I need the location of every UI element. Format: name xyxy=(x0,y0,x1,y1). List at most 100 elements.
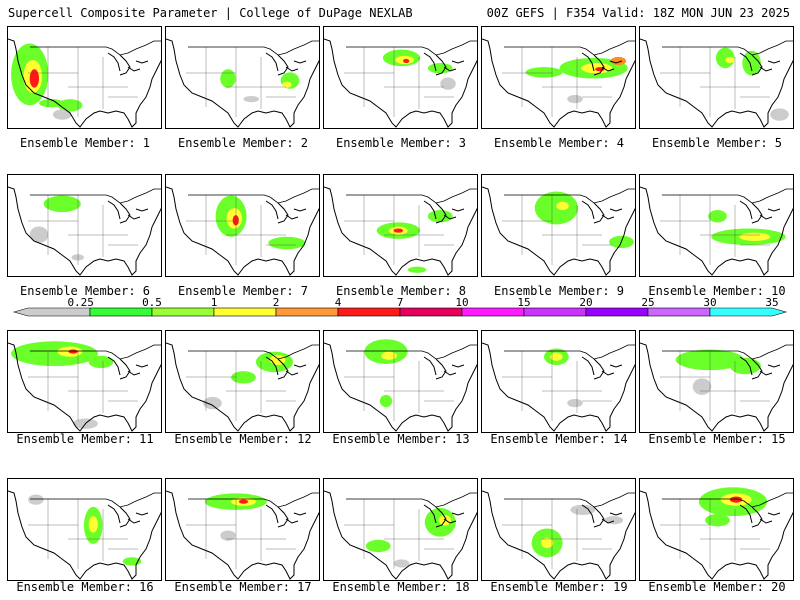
map-svg xyxy=(482,490,635,580)
map-outline xyxy=(166,342,319,432)
ensemble-member-map xyxy=(7,330,162,433)
scp-contour-area xyxy=(268,236,306,250)
scp-contour-area xyxy=(556,201,569,211)
map-outline xyxy=(502,195,612,265)
map-outline xyxy=(324,186,477,276)
scp-contour-area xyxy=(364,339,408,364)
map-outline xyxy=(346,188,477,204)
run-info: 00Z GEFS | F354 Valid: 18Z MON JUN 23 20… xyxy=(486,6,790,20)
map-outline xyxy=(504,492,635,508)
map-svg xyxy=(324,339,477,432)
map-svg xyxy=(640,342,793,432)
map-svg xyxy=(8,186,161,276)
scp-contour-area xyxy=(365,539,391,553)
ensemble-member-caption: Ensemble Member: 18 xyxy=(332,580,470,594)
ensemble-member-caption: Ensemble Member: 7 xyxy=(177,284,309,298)
map-outline xyxy=(581,504,623,528)
map-outline xyxy=(324,490,477,580)
map-outline xyxy=(502,351,612,421)
scp-contour-area xyxy=(88,355,114,369)
scp-contour-area xyxy=(705,514,730,527)
map-outline xyxy=(423,52,465,76)
ensemble-member-caption: Ensemble Member: 4 xyxy=(493,136,625,150)
ensemble-member-caption: Ensemble Member: 10 xyxy=(648,284,786,298)
ensemble-member-caption: Ensemble Member: 6 xyxy=(19,284,151,298)
scp-contour-area xyxy=(567,94,583,104)
map-outline xyxy=(504,40,635,56)
map-svg xyxy=(640,487,793,580)
map-outline xyxy=(662,188,793,204)
map-outline xyxy=(186,195,296,265)
map-outline xyxy=(640,38,793,128)
ensemble-member-caption: Ensemble Member: 14 xyxy=(490,432,628,446)
scp-contour-area xyxy=(381,351,397,360)
scp-contour-area xyxy=(725,56,735,64)
map-outline xyxy=(662,344,793,360)
scp-contour-area xyxy=(220,69,236,88)
colorbar-swatch xyxy=(523,307,587,317)
scp-contour-area xyxy=(742,50,761,76)
map-outline xyxy=(482,490,635,580)
map-outline xyxy=(107,200,149,224)
scp-contour-area xyxy=(534,191,579,225)
scp-contour-area xyxy=(238,499,249,504)
colorbar-tick-label: 10 xyxy=(455,296,468,309)
scp-contour-area xyxy=(567,398,583,408)
scp-contour-area xyxy=(29,226,49,243)
map-outline xyxy=(188,344,319,360)
map-svg xyxy=(324,490,477,580)
map-outline xyxy=(107,356,149,380)
ensemble-member-caption: Ensemble Member: 1 xyxy=(19,136,151,150)
scp-contour-area xyxy=(393,228,404,233)
map-outline xyxy=(28,47,138,117)
scp-contour-area xyxy=(708,210,727,223)
map-svg xyxy=(640,186,793,276)
ensemble-member-map xyxy=(7,478,162,581)
map-outline xyxy=(188,40,319,56)
scp-contour-area xyxy=(71,254,84,261)
ensemble-member-map xyxy=(165,174,320,277)
map-svg xyxy=(8,490,161,580)
scp-contour-area xyxy=(729,357,761,375)
scp-contour-area xyxy=(68,349,78,354)
map-outline xyxy=(166,38,319,128)
map-outline xyxy=(346,40,477,56)
map-outline xyxy=(739,356,781,380)
ensemble-member-map xyxy=(165,26,320,129)
map-outline xyxy=(739,504,781,528)
colorbar-tick-label: 7 xyxy=(397,296,404,309)
map-svg xyxy=(324,38,477,128)
map-outline xyxy=(581,200,623,224)
map-outline xyxy=(28,499,138,569)
colorbar-swatch xyxy=(89,307,153,317)
scp-contour-area xyxy=(282,81,292,88)
map-outline xyxy=(8,490,161,580)
colorbar-tick-label: 0.5 xyxy=(142,296,162,309)
map-outline xyxy=(662,40,793,56)
scp-contour-area xyxy=(427,210,453,223)
map-outline xyxy=(28,195,138,265)
map-outline xyxy=(30,188,161,204)
ensemble-member-caption: Ensemble Member: 20 xyxy=(648,580,786,594)
ensemble-member-caption: Ensemble Member: 13 xyxy=(332,432,470,446)
map-outline xyxy=(423,504,465,528)
map-svg xyxy=(8,38,161,128)
scp-contour-area xyxy=(203,396,222,410)
ensemble-member-caption: Ensemble Member: 12 xyxy=(174,432,312,446)
scp-contour-area xyxy=(231,371,256,384)
map-outline xyxy=(581,52,623,76)
page-title: Supercell Composite Parameter | College … xyxy=(8,6,413,20)
ensemble-member-caption: Ensemble Member: 16 xyxy=(16,580,154,594)
map-outline xyxy=(423,356,465,380)
map-outline xyxy=(640,186,793,276)
map-svg xyxy=(482,186,635,276)
map-svg xyxy=(166,490,319,580)
map-outline xyxy=(188,188,319,204)
map-svg xyxy=(640,38,793,128)
scp-contour-area xyxy=(29,69,39,88)
map-outline xyxy=(739,52,781,76)
ensemble-member-map xyxy=(481,26,636,129)
scp-contour-area xyxy=(692,378,712,395)
map-outline xyxy=(166,186,319,276)
map-outline xyxy=(265,356,307,380)
